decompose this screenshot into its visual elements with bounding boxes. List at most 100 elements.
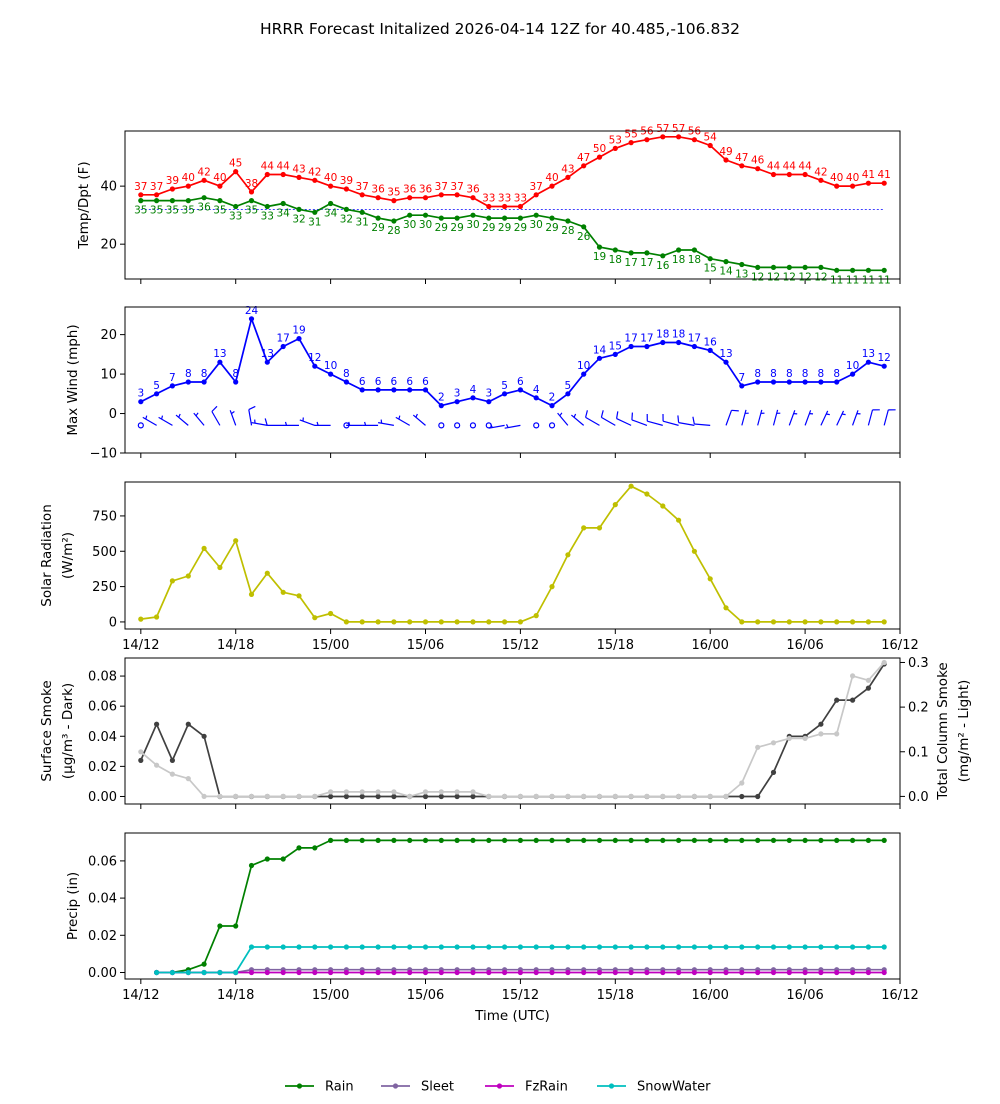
dewpoint-point xyxy=(834,268,839,273)
wind-barb-flag xyxy=(212,406,217,411)
dewpoint-value-label: 29 xyxy=(514,222,527,234)
max-wind-value-label: 16 xyxy=(704,336,718,348)
wind-barb xyxy=(693,417,710,426)
solar-radiation-point xyxy=(265,571,270,576)
max-wind-value-label: 17 xyxy=(688,333,701,345)
solar-radiation-point xyxy=(154,614,159,619)
dewpoint-value-label: 12 xyxy=(814,271,827,283)
rain-point xyxy=(818,838,823,843)
solar-radiation-point xyxy=(676,518,681,523)
wind-barb-flag xyxy=(249,406,256,409)
max-wind-value-label: 8 xyxy=(185,368,192,380)
fzrain-point xyxy=(312,970,317,975)
dewpoint-point xyxy=(613,247,618,252)
rain-point xyxy=(692,838,697,843)
dewpoint-value-label: 35 xyxy=(182,205,195,217)
snowwater-point xyxy=(787,944,792,949)
fzrain-point xyxy=(328,970,333,975)
dewpoint-value-label: 35 xyxy=(166,205,179,217)
max-wind-point xyxy=(866,360,871,365)
temperature-value-label: 36 xyxy=(371,184,385,196)
dewpoint-value-label: 32 xyxy=(292,213,305,225)
temperature-value-label: 41 xyxy=(862,169,875,181)
dewpoint-value-label: 34 xyxy=(324,208,338,220)
snowwater-point xyxy=(360,944,365,949)
rain-point xyxy=(882,838,887,843)
max-wind-point xyxy=(755,379,760,384)
wind-barb-shaft xyxy=(252,423,268,426)
surface-smoke-point xyxy=(376,794,381,799)
x-axis-label: Time (UTC) xyxy=(474,1008,550,1024)
temperature-value-label: 53 xyxy=(609,134,622,146)
snowwater-point xyxy=(423,944,428,949)
dewpoint-value-label: 18 xyxy=(609,254,622,266)
wind-barb xyxy=(396,416,410,426)
snowwater-point xyxy=(170,970,175,975)
wind-barb xyxy=(505,424,521,428)
wind-barb-shaft xyxy=(176,415,188,425)
rain-point xyxy=(296,845,301,850)
legend-label: Sleet xyxy=(421,1080,454,1095)
temperature-value-label: 44 xyxy=(261,161,275,173)
dewpoint-point xyxy=(486,216,491,221)
panel-frame xyxy=(125,307,900,453)
temperature-value-label: 37 xyxy=(435,181,448,193)
solar-radiation-point xyxy=(202,546,207,551)
max-wind-point xyxy=(565,391,570,396)
temperature-value-label: 44 xyxy=(798,161,812,173)
snowwater-point xyxy=(439,944,444,949)
max-wind-point xyxy=(803,379,808,384)
rain-point xyxy=(439,838,444,843)
temperature-value-label: 36 xyxy=(403,184,417,196)
y2-tick-label: 0.0 xyxy=(908,790,929,805)
dewpoint-point xyxy=(249,198,254,203)
panel-frame xyxy=(125,482,900,629)
x-tick-label: 14/12 xyxy=(122,638,159,653)
solar-radiation-point xyxy=(866,619,871,624)
dewpoint-point xyxy=(739,262,744,267)
wind-barb-shaft xyxy=(821,411,828,425)
temperature-point xyxy=(328,184,333,189)
max-wind-point xyxy=(312,364,317,369)
solar-radiation-point xyxy=(186,573,191,578)
rain-point xyxy=(644,838,649,843)
fzrain-point xyxy=(455,970,460,975)
fzrain-point xyxy=(739,970,744,975)
total-column-smoke-point xyxy=(676,794,681,799)
solar-radiation-point xyxy=(439,619,444,624)
wind-barb-shaft xyxy=(789,410,795,425)
y-tick-label: 0.00 xyxy=(88,790,117,805)
max-wind-value-label: 12 xyxy=(308,352,321,364)
fzrain-point xyxy=(565,970,570,975)
dewpoint-point xyxy=(850,268,855,273)
snowwater-point xyxy=(486,944,491,949)
max-wind-value-label: 6 xyxy=(359,376,366,388)
wind-barb-flag xyxy=(693,417,694,424)
snowwater-point xyxy=(534,944,539,949)
snowwater-point xyxy=(470,944,475,949)
total-column-smoke-point xyxy=(787,736,792,741)
solar-radiation-point xyxy=(391,619,396,624)
max-wind-point xyxy=(344,379,349,384)
wind-barb xyxy=(678,415,694,425)
temperature-value-label: 41 xyxy=(878,169,891,181)
panel-smoke: 0.000.020.040.060.080.00.10.20.3Surface … xyxy=(39,656,972,809)
temperature-point xyxy=(866,181,871,186)
wind-barb xyxy=(617,411,632,425)
max-wind-value-label: 6 xyxy=(422,376,429,388)
surface-smoke-point xyxy=(439,794,444,799)
max-wind-value-label: 8 xyxy=(786,368,793,380)
temperature-point xyxy=(281,172,286,177)
wind-barb-shaft xyxy=(742,410,746,425)
solar-radiation-point xyxy=(312,615,317,620)
total-column-smoke-point xyxy=(138,749,143,754)
wind-barb xyxy=(571,414,583,425)
wind-barb-half-flag xyxy=(179,414,181,417)
max-wind-point xyxy=(818,379,823,384)
max-wind-point xyxy=(360,387,365,392)
temperature-value-label: 36 xyxy=(419,184,433,196)
dewpoint-value-label: 32 xyxy=(340,213,353,225)
rain-point xyxy=(281,856,286,861)
dewpoint-value-label: 29 xyxy=(498,222,511,234)
y-axis-label: Max Wind (mph) xyxy=(65,324,81,435)
